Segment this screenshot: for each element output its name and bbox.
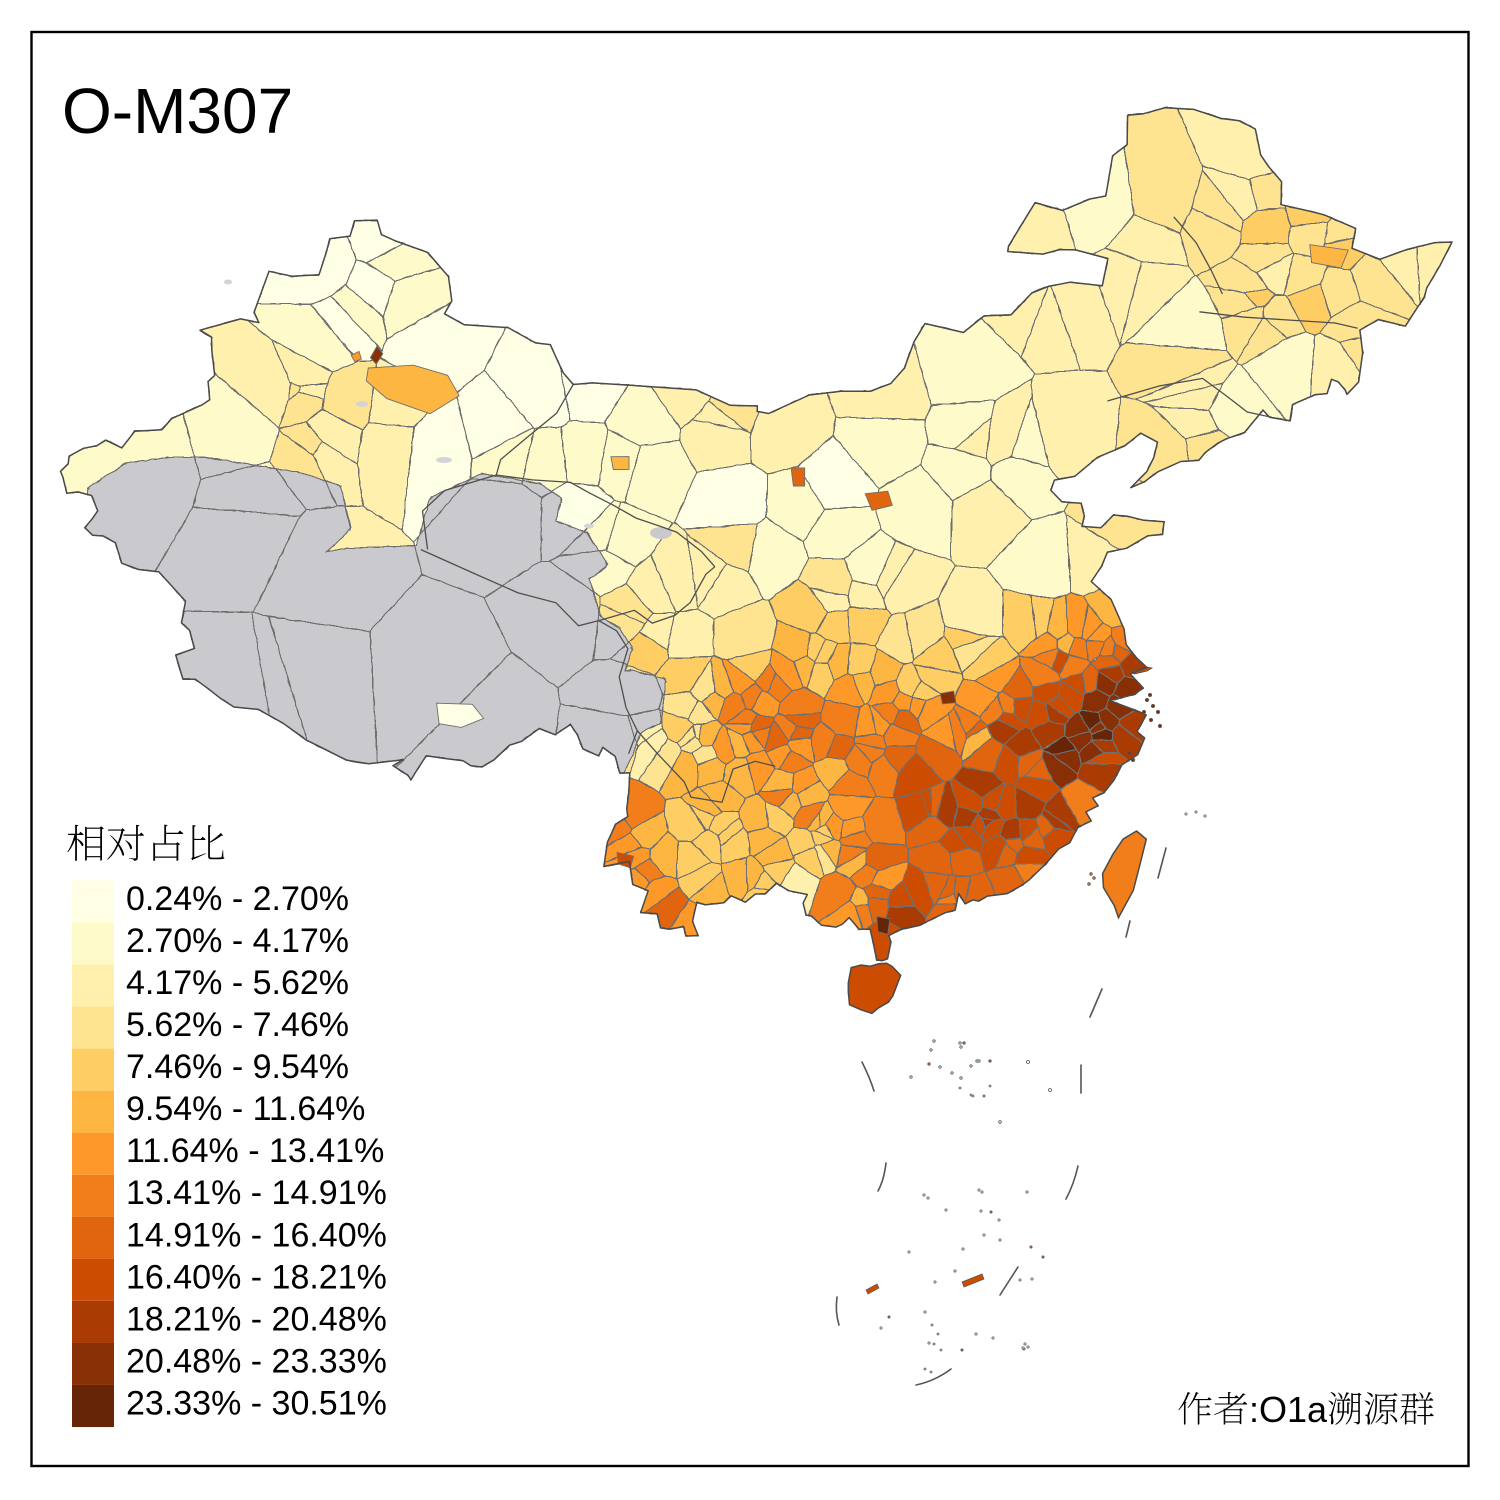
svg-text:20.48% - 23.33%: 20.48% - 23.33% <box>126 1342 387 1380</box>
svg-text:16.40% - 18.21%: 16.40% - 18.21% <box>126 1258 387 1296</box>
svg-text:O-M307: O-M307 <box>62 75 293 147</box>
svg-text:23.33% - 30.51%: 23.33% - 30.51% <box>126 1385 387 1423</box>
svg-text:7.46% - 9.54%: 7.46% - 9.54% <box>126 1048 349 1086</box>
svg-text:13.41% - 14.91%: 13.41% - 14.91% <box>126 1174 387 1212</box>
svg-text:0.24% - 2.70%: 0.24% - 2.70% <box>126 880 349 918</box>
svg-text:4.17% - 5.62%: 4.17% - 5.62% <box>126 964 349 1002</box>
svg-text:9.54% - 11.64%: 9.54% - 11.64% <box>126 1090 365 1128</box>
svg-text:5.62% - 7.46%: 5.62% - 7.46% <box>126 1006 349 1044</box>
svg-text:2.70% - 4.17%: 2.70% - 4.17% <box>126 922 349 960</box>
svg-text:11.64% - 13.41%: 11.64% - 13.41% <box>126 1132 384 1170</box>
svg-text:18.21% - 20.48%: 18.21% - 20.48% <box>126 1300 387 1338</box>
svg-text:14.91% - 16.40%: 14.91% - 16.40% <box>126 1216 387 1254</box>
svg-text::O1a: :O1a <box>1249 1389 1328 1430</box>
